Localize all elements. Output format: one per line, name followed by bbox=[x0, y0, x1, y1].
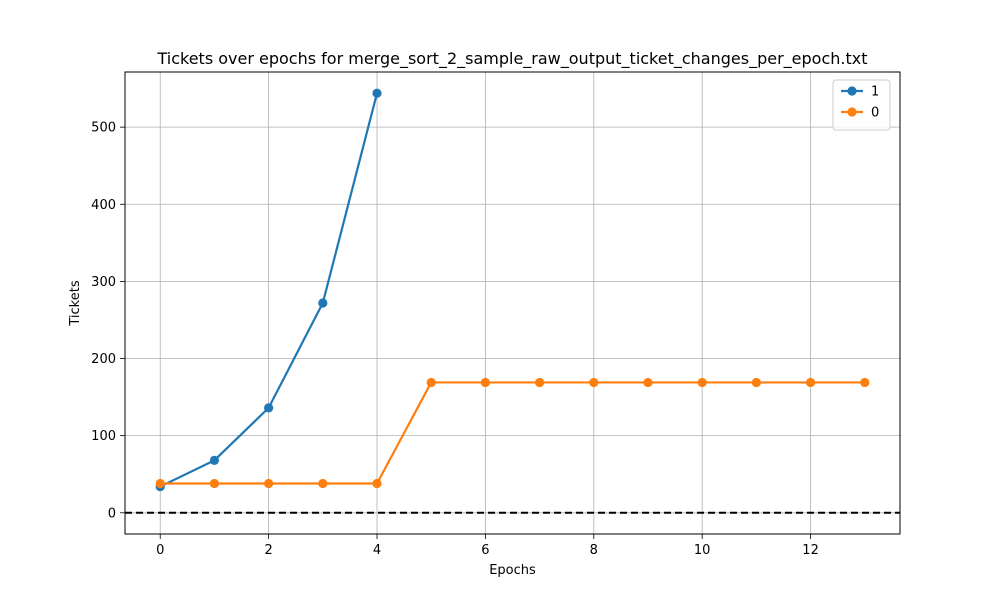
legend-box bbox=[832, 79, 891, 131]
series-0-line bbox=[160, 381, 865, 485]
x-tick-label: 6 bbox=[481, 543, 489, 558]
series-1-point bbox=[264, 403, 274, 413]
y-axis-label: Tickets bbox=[68, 280, 83, 326]
plot-area-frame bbox=[124, 71, 901, 535]
axis-ticks: 0 2 4 6 8 10 12 0 100 200 300 400 500 bbox=[91, 121, 819, 558]
series-0-point bbox=[860, 377, 870, 388]
series-0-point bbox=[480, 377, 491, 388]
x-tick-label: 12 bbox=[802, 543, 819, 558]
series-1-point bbox=[372, 88, 382, 98]
x-tick-label: 0 bbox=[156, 543, 164, 558]
series-0-point bbox=[589, 377, 599, 388]
series-0-point bbox=[264, 478, 274, 489]
x-tick-label: 8 bbox=[590, 543, 598, 558]
series-0-point bbox=[426, 377, 436, 388]
y-tick-label: 500 bbox=[91, 121, 116, 136]
y-tick-label: 0 bbox=[108, 506, 116, 521]
legend-label: 1 bbox=[871, 85, 879, 100]
series-1-point bbox=[209, 455, 220, 465]
y-tick-label: 200 bbox=[91, 352, 116, 367]
series-0-point bbox=[534, 377, 545, 388]
legend-label: 0 bbox=[871, 106, 879, 121]
series-0-point bbox=[805, 377, 816, 388]
series-0-point bbox=[209, 478, 220, 489]
x-tick-label: 4 bbox=[373, 543, 381, 558]
chart-title: Tickets over epochs for merge_sort_2_sam… bbox=[156, 49, 867, 69]
y-tick-label: 100 bbox=[91, 429, 116, 444]
x-axis-label: Epochs bbox=[489, 563, 536, 578]
x-tick-label: 2 bbox=[264, 543, 272, 558]
legend-swatch-marker bbox=[847, 86, 857, 96]
series-layer bbox=[155, 88, 870, 492]
series-0-point bbox=[643, 377, 653, 388]
series-0-point bbox=[372, 478, 382, 489]
series-0-point bbox=[318, 478, 328, 489]
series-0-point bbox=[751, 377, 761, 388]
x-tick-label: 10 bbox=[694, 543, 711, 558]
y-tick-label: 400 bbox=[91, 198, 116, 213]
series-0-point bbox=[697, 377, 707, 388]
legend: 10 bbox=[832, 79, 891, 131]
series-0-point bbox=[155, 478, 165, 489]
grid-lines bbox=[125, 72, 900, 534]
series-1-point bbox=[318, 298, 328, 308]
y-tick-label: 300 bbox=[91, 275, 116, 290]
legend-swatch-marker bbox=[847, 107, 857, 117]
